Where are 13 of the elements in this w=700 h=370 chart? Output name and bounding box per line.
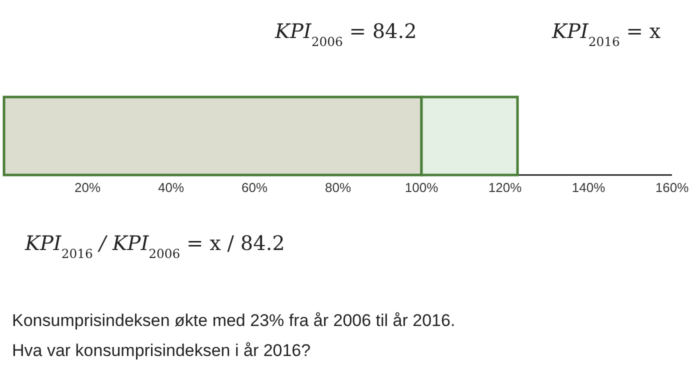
text: KPI$_{2016}$ / KPI$_{2006}$ = x / 84.2 xyxy=(24,231,285,260)
x-tick-label: 40% xyxy=(158,180,184,195)
text: Konsumprisindeksen økte med 23% fra år 2006 til år 2016. xyxy=(12,311,456,330)
x-tick-label: 120% xyxy=(488,180,522,195)
x-tick-label: 160% xyxy=(655,180,690,195)
x-tick-label: 80% xyxy=(324,180,352,195)
text: Hva var konsumprisindeksen i år 2016? xyxy=(12,341,311,360)
x-tick-label: 140% xyxy=(572,180,606,195)
x-tick-label: 60% xyxy=(241,180,268,195)
x-tick-label: 20% xyxy=(74,180,101,195)
x-tick-label: 100% xyxy=(404,180,439,195)
text: KPI$_{2016}$ = x xyxy=(551,19,662,48)
text: KPI$_{2006}$ = 84.2 xyxy=(274,19,417,48)
